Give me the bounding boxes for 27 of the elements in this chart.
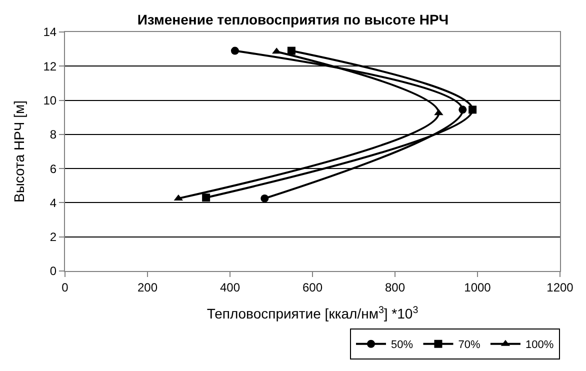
- y-tick-label: 10: [43, 93, 57, 108]
- x-tick-label: 600: [302, 280, 323, 294]
- y-tick-label: 4: [50, 196, 57, 210]
- legend-label: 50%: [391, 339, 414, 352]
- point: [468, 106, 477, 114]
- x-tick-label: 0: [62, 280, 69, 294]
- y-tick-label: 6: [50, 162, 57, 176]
- y-tick-label: 12: [43, 59, 57, 74]
- legend-label: 70%: [458, 339, 480, 352]
- y-tick-label: 8: [50, 128, 57, 142]
- y-tick-label: 0: [50, 264, 57, 278]
- x-axis-title: Тепловосприятие [ккал/нм$^{3}$] *10$^{3}$: [206, 304, 419, 322]
- point: [260, 194, 269, 202]
- x-tick-label: 1200: [546, 280, 574, 294]
- x-tick-label: 400: [220, 280, 240, 294]
- point: [458, 106, 467, 114]
- x-tick-label: 200: [137, 280, 158, 294]
- legend-label: 100%: [525, 339, 554, 352]
- chart-title: Изменение тепловосприятия по высоте НРЧ: [137, 12, 449, 28]
- point: [202, 194, 210, 202]
- y-tick-label: 2: [50, 230, 57, 244]
- point: [287, 46, 296, 55]
- y-tick-label: 14: [43, 25, 57, 40]
- x-tick-label: 1000: [464, 280, 492, 294]
- y-axis-title: Высота НРЧ [м]: [10, 100, 27, 203]
- x-tick-label: 800: [384, 280, 406, 294]
- point: [230, 46, 239, 55]
